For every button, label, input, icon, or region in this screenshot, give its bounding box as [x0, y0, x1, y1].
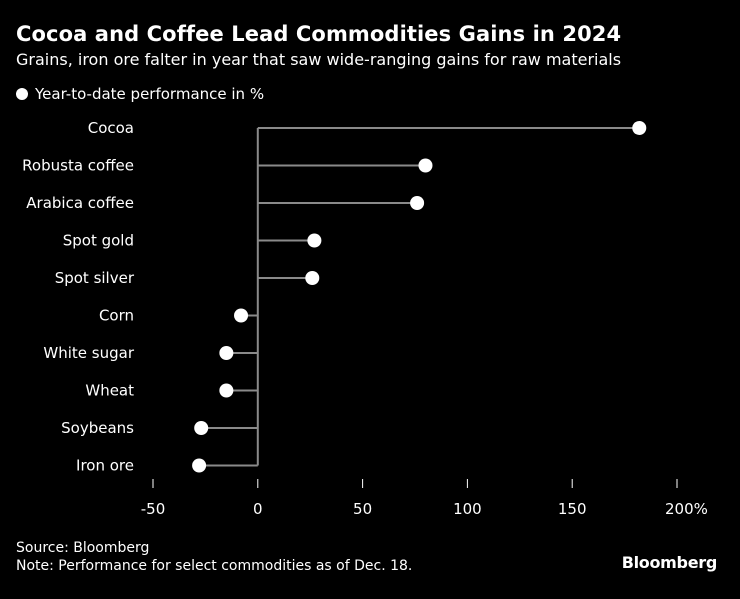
- category-label-robusta-coffee: Robusta coffee: [22, 157, 134, 175]
- marker-wheat: [219, 383, 234, 398]
- marker-cocoa: [632, 121, 647, 135]
- marker-soybeans: [194, 421, 209, 435]
- category-label-cocoa: Cocoa: [88, 119, 134, 137]
- x-tick-label-4: 150: [558, 500, 587, 518]
- category-label-spot-silver: Spot silver: [55, 269, 135, 287]
- ticks-group: -50 0 50 100 150 200%: [141, 479, 708, 518]
- x-tick-label-2: 50: [353, 500, 372, 518]
- marker-spot-gold: [307, 233, 322, 248]
- legend-marker: [16, 88, 28, 100]
- marker-robusta-coffee: [418, 158, 433, 173]
- source-note: Source: Bloomberg: [16, 540, 150, 556]
- category-label-arabica-coffee: Arabica coffee: [26, 194, 134, 212]
- legend-label: Year-to-date performance in %: [35, 85, 265, 103]
- markers-group: [192, 121, 647, 473]
- marker-arabica-coffee: [410, 196, 425, 210]
- chart-subtitle: Grains, iron ore falter in year that saw…: [16, 50, 622, 69]
- category-labels-group: Cocoa Robusta coffee Arabica coffee Spot go…: [22, 119, 135, 475]
- marker-white-sugar: [219, 346, 234, 360]
- marker-iron-ore: [192, 458, 207, 473]
- category-label-corn: Corn: [99, 307, 134, 325]
- x-tick-label-3: 100: [453, 500, 482, 518]
- marker-spot-silver: [305, 271, 320, 285]
- x-tick-label-5: 200%: [665, 500, 708, 518]
- x-tick-label-1: 0: [253, 500, 263, 518]
- category-label-iron-ore: Iron ore: [76, 457, 134, 475]
- bloomberg-logo: Bloomberg: [621, 553, 718, 572]
- category-label-spot-gold: Spot gold: [63, 232, 134, 250]
- chart-title: Cocoa and Coffee Lead Commodities Gains …: [16, 22, 622, 46]
- legend: Year-to-date performance in %: [16, 85, 264, 103]
- category-label-soybeans: Soybeans: [61, 419, 134, 437]
- marker-corn: [234, 308, 249, 323]
- x-tick-label-0: -50: [141, 500, 166, 518]
- stems-group: [199, 127, 640, 467]
- footnote: Note: Performance for select commodities…: [16, 558, 413, 574]
- category-label-white-sugar: White sugar: [43, 344, 134, 362]
- category-label-wheat: Wheat: [85, 382, 134, 400]
